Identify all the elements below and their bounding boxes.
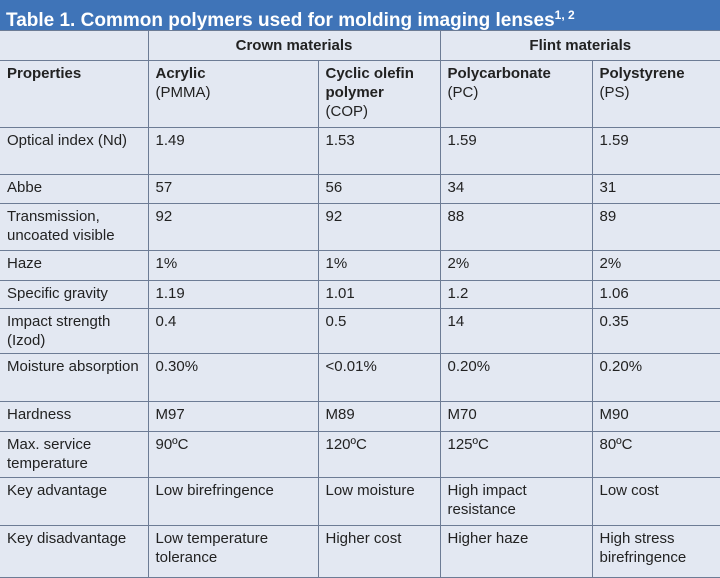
- table-title: Table 1. Common polymers used for moldin…: [0, 0, 720, 31]
- value-cell: 92: [317, 203, 441, 251]
- value-cell: 1.53: [317, 127, 441, 175]
- material-name: Cyclic olefin polymer: [325, 65, 414, 101]
- value-cell: 0.5: [317, 308, 441, 354]
- title-superscript: 1, 2: [554, 8, 575, 22]
- material-abbr: (PMMA): [155, 84, 211, 101]
- value-cell: 88: [439, 203, 593, 251]
- value-cell: 0.20%: [439, 353, 593, 402]
- value-cell: M70: [439, 401, 593, 432]
- value-cell: 0.4: [147, 308, 319, 354]
- group-row: Crown materials Flint materials: [0, 30, 720, 61]
- property-cell: Haze: [0, 250, 149, 281]
- header-cell: Properties: [0, 60, 149, 128]
- polymer-table: Crown materials Flint materials Properti…: [0, 30, 720, 578]
- group-header: Crown materials: [147, 30, 441, 61]
- value-cell: 1.19: [147, 280, 319, 309]
- title-text: Table 1. Common polymers used for moldin…: [6, 10, 555, 31]
- property-cell: Impact strength (Izod): [0, 308, 149, 354]
- material-abbr: (PC): [447, 84, 479, 101]
- value-cell: Higher cost: [317, 525, 441, 578]
- property-cell: Abbe: [0, 174, 149, 204]
- value-cell: 89: [591, 203, 720, 251]
- header-cell: Polystyrene (PS): [591, 60, 720, 128]
- material-name: Polycarbonate: [447, 65, 551, 82]
- value-cell: 1%: [317, 250, 441, 281]
- data-row: Optical index (Nd) 1.49 1.53 1.59 1.59: [0, 127, 720, 175]
- value-cell: 0.20%: [591, 353, 720, 402]
- value-cell: 1%: [147, 250, 319, 281]
- property-cell: Specific gravity: [0, 280, 149, 309]
- property-cell: Max. service temperature: [0, 431, 149, 478]
- data-row: Moisture absorption 0.30% <0.01% 0.20% 0.20%: [0, 353, 720, 402]
- value-cell: 80ºC: [591, 431, 720, 478]
- value-cell: 125ºC: [439, 431, 593, 478]
- empty-cell: [0, 30, 149, 61]
- material-abbr: (COP): [325, 103, 369, 120]
- header-cell: Cyclic olefin polymer (COP): [317, 60, 441, 128]
- property-cell: Optical index (Nd): [0, 127, 149, 175]
- property-cell: Transmission, uncoated visible: [0, 203, 149, 251]
- value-cell: 90ºC: [147, 431, 319, 478]
- value-cell: 14: [439, 308, 593, 354]
- value-cell: 1.59: [439, 127, 593, 175]
- value-cell: 34: [439, 174, 593, 204]
- value-cell: 2%: [591, 250, 720, 281]
- material-name: Acrylic: [155, 65, 206, 82]
- value-cell: M90: [591, 401, 720, 432]
- value-cell: 1.59: [591, 127, 720, 175]
- data-row: Transmission, uncoated visible 92 92 88 89: [0, 203, 720, 251]
- value-cell: 1.2: [439, 280, 593, 309]
- value-cell: M97: [147, 401, 319, 432]
- value-cell: 2%: [439, 250, 593, 281]
- value-cell: Low moisture: [317, 477, 441, 526]
- property-cell: Key advantage: [0, 477, 149, 526]
- value-cell: High stress birefringence: [591, 525, 720, 578]
- data-row: Haze 1% 1% 2% 2%: [0, 250, 720, 281]
- value-cell: Low temperature tolerance: [147, 525, 319, 578]
- value-cell: 0.30%: [147, 353, 319, 402]
- data-row: Abbe 57 56 34 31: [0, 174, 720, 204]
- value-cell: M89: [317, 401, 441, 432]
- value-cell: Higher haze: [439, 525, 593, 578]
- value-cell: 120ºC: [317, 431, 441, 478]
- data-row: Hardness M97 M89 M70 M90: [0, 401, 720, 432]
- property-cell: Hardness: [0, 401, 149, 432]
- value-cell: 0.35: [591, 308, 720, 354]
- data-row: Max. service temperature 90ºC 120ºC 125ºC 80…: [0, 431, 720, 478]
- header-row: Properties Acrylic (PMMA) Cyclic olefin pol…: [0, 60, 720, 128]
- material-abbr: (PS): [599, 84, 630, 101]
- header-cell: Acrylic (PMMA): [147, 60, 319, 128]
- value-cell: 57: [147, 174, 319, 204]
- value-cell: <0.01%: [317, 353, 441, 402]
- header-cell: Polycarbonate (PC): [439, 60, 593, 128]
- value-cell: 31: [591, 174, 720, 204]
- value-cell: 1.06: [591, 280, 720, 309]
- property-cell: Key disadvantage: [0, 525, 149, 578]
- group-header: Flint materials: [439, 30, 720, 61]
- material-name: Polystyrene: [599, 65, 685, 82]
- data-row: Specific gravity 1.19 1.01 1.2 1.06: [0, 280, 720, 309]
- table-body: Crown materials Flint materials Properti…: [0, 30, 720, 578]
- value-cell: High impact resistance: [439, 477, 593, 526]
- value-cell: Low cost: [591, 477, 720, 526]
- value-cell: 92: [147, 203, 319, 251]
- data-row: Key advantage Low birefringence Low moistu…: [0, 477, 720, 526]
- value-cell: 1.49: [147, 127, 319, 175]
- data-row: Impact strength (Izod) 0.4 0.5 14 0.35: [0, 308, 720, 354]
- value-cell: 56: [317, 174, 441, 204]
- value-cell: 1.01: [317, 280, 441, 309]
- property-cell: Moisture absorption: [0, 353, 149, 402]
- data-row: Key disadvantage Low temperature toleranc…: [0, 525, 720, 578]
- value-cell: Low birefringence: [147, 477, 319, 526]
